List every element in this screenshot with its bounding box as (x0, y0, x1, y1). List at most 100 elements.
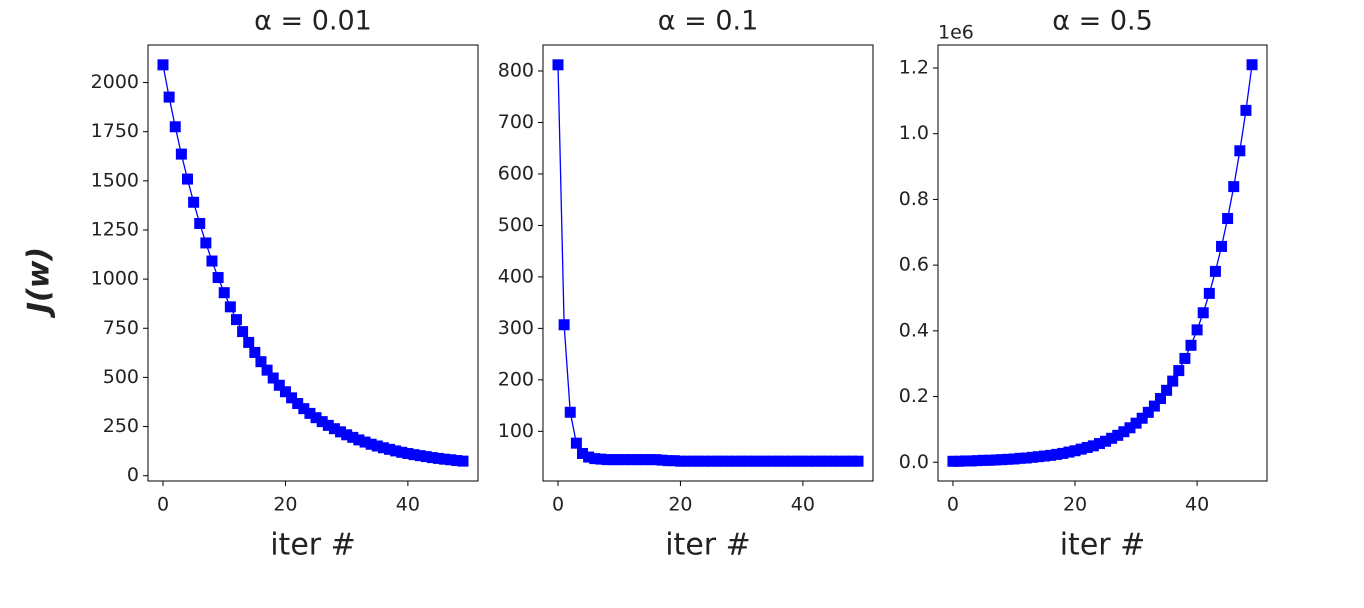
y-tick-label: 0 (127, 464, 139, 486)
marker (371, 440, 383, 452)
marker (1179, 352, 1191, 364)
marker (279, 386, 291, 398)
marker (632, 454, 644, 466)
marker (181, 173, 193, 185)
marker (674, 455, 686, 467)
marker (322, 419, 334, 431)
marker (797, 455, 809, 467)
marker (959, 455, 971, 467)
marker (426, 452, 438, 464)
marker (656, 454, 668, 466)
marker (723, 455, 735, 467)
marker (638, 454, 650, 466)
y-tick-label: 500 (103, 366, 139, 388)
line (952, 64, 1253, 462)
marker (218, 287, 230, 299)
axes-frame (147, 44, 479, 482)
marker (396, 446, 408, 458)
marker (1112, 429, 1124, 441)
marker (1161, 384, 1173, 396)
marker (1148, 400, 1160, 412)
marker (625, 454, 637, 466)
marker (1191, 324, 1203, 336)
marker (1075, 443, 1087, 455)
marker (809, 455, 821, 467)
marker (996, 454, 1008, 466)
y-tick-label: 0.8 (899, 188, 929, 210)
marker (304, 407, 316, 419)
subplot-title: α = 0.5 (1052, 6, 1153, 37)
x-axis-label: iter # (1060, 528, 1146, 563)
marker (834, 455, 846, 467)
subplot-title: α = 0.1 (658, 6, 759, 37)
marker (194, 217, 206, 229)
y-tick-label: 0.0 (899, 451, 929, 473)
marker (212, 272, 224, 284)
marker (249, 346, 261, 358)
marker (451, 455, 463, 467)
marker (687, 455, 699, 467)
marker (1026, 451, 1038, 463)
marker (990, 454, 1002, 466)
axes-frame (542, 44, 874, 482)
y-tick-label: 700 (498, 111, 534, 133)
marker (766, 455, 778, 467)
marker (965, 455, 977, 467)
marker (390, 445, 402, 457)
marker (754, 455, 766, 467)
marker (243, 336, 255, 348)
marker (953, 455, 965, 467)
marker (1154, 393, 1166, 405)
marker (1240, 104, 1252, 116)
y-tick-label: 400 (498, 265, 534, 287)
marker (224, 301, 236, 313)
y-tick-label: 0.2 (899, 385, 929, 407)
y-tick-label: 0.6 (899, 254, 929, 276)
marker (169, 121, 181, 133)
marker (1173, 365, 1185, 377)
axes-frame (937, 44, 1268, 482)
y-tick-label: 200 (498, 368, 534, 390)
marker (1039, 450, 1051, 462)
marker (1167, 375, 1179, 387)
marker (570, 437, 582, 449)
marker (977, 454, 989, 466)
marker (717, 455, 729, 467)
marker (1185, 339, 1197, 351)
marker (1222, 212, 1234, 224)
marker (1118, 426, 1130, 438)
marker (328, 423, 340, 435)
marker (815, 455, 827, 467)
marker (552, 59, 564, 71)
marker (619, 454, 631, 466)
marker (1136, 412, 1148, 424)
marker (947, 455, 959, 467)
marker (1051, 448, 1063, 460)
marker (821, 455, 833, 467)
marker (286, 392, 298, 404)
marker (1057, 447, 1069, 459)
marker (439, 453, 451, 465)
marker (200, 237, 212, 249)
marker (1124, 422, 1136, 434)
marker (408, 449, 420, 461)
y-tick-label: 1.2 (899, 56, 929, 78)
marker (1197, 307, 1209, 319)
y-tick-label: 1750 (91, 120, 139, 142)
marker (779, 455, 791, 467)
marker (359, 436, 371, 448)
marker (760, 455, 772, 467)
marker (1032, 451, 1044, 463)
y-tick-label: 750 (103, 317, 139, 339)
marker (772, 455, 784, 467)
marker (558, 319, 570, 331)
marker (748, 455, 760, 467)
marker (1063, 446, 1075, 458)
marker (583, 451, 595, 463)
y-tick-label: 250 (103, 415, 139, 437)
marker (230, 314, 242, 326)
marker (1008, 453, 1020, 465)
marker (852, 455, 864, 467)
marker (445, 454, 457, 466)
x-tick-label: 40 (1185, 494, 1209, 516)
